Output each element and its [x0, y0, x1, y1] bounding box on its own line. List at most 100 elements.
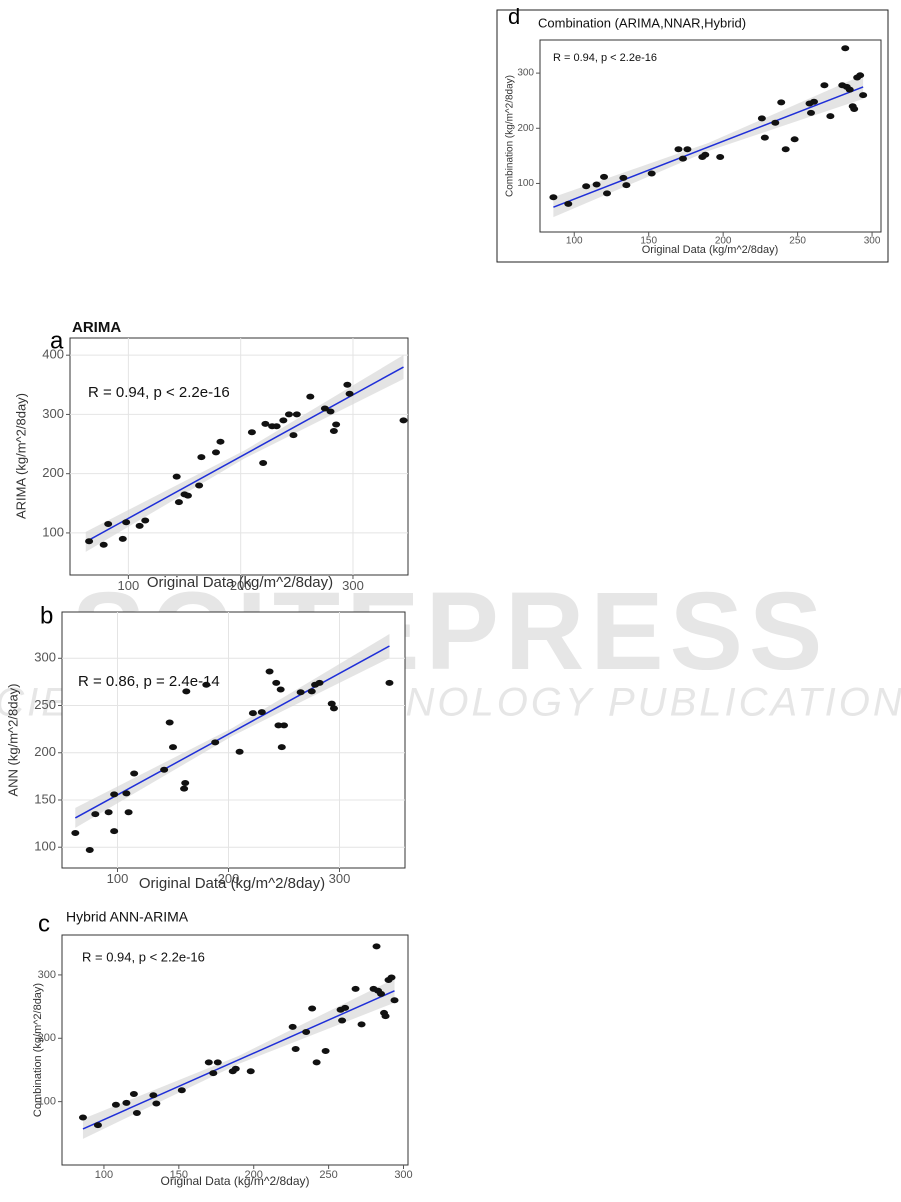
x-tick-label: 200: [218, 871, 240, 886]
confidence-band: [82, 978, 395, 1139]
x-tick-label: 100: [107, 871, 129, 886]
point: [124, 809, 133, 816]
x-tick-label: 300: [329, 871, 351, 886]
point: [320, 405, 329, 412]
point: [93, 1122, 102, 1129]
point: [338, 1017, 347, 1024]
x-tick-label: 100: [118, 578, 140, 593]
x-tick-label: 100: [566, 236, 583, 247]
point: [272, 679, 281, 686]
point: [211, 449, 220, 456]
point: [307, 688, 316, 695]
y-tick-label: 200: [42, 465, 64, 480]
plot-area: [61, 611, 406, 869]
point: [288, 1023, 297, 1030]
point: [647, 170, 656, 177]
point: [111, 1101, 120, 1108]
annotation: R = 0.94, p < 2.2e-16: [88, 384, 230, 401]
point: [845, 86, 854, 93]
y-tick-label: 250: [34, 697, 56, 712]
y-tick-label: 300: [38, 969, 56, 981]
x-tick-label: 100: [95, 1169, 113, 1181]
y-tick-label: 300: [34, 650, 56, 665]
x-tick-label: 200: [230, 578, 252, 593]
point: [289, 432, 298, 439]
point: [180, 785, 189, 792]
panel-label: a: [50, 327, 64, 354]
y-tick-label: 100: [42, 524, 64, 539]
point: [332, 421, 341, 428]
plot-area: [539, 39, 882, 233]
point: [381, 1013, 390, 1020]
point: [235, 748, 244, 755]
trend-line: [74, 645, 390, 819]
point: [716, 153, 725, 160]
point: [284, 411, 293, 418]
x-axis-label: Original Data (kg/m^2/8day): [139, 875, 325, 892]
point: [265, 668, 274, 675]
point: [99, 541, 108, 548]
y-tick-label: 100: [38, 1096, 56, 1108]
point: [357, 1021, 366, 1028]
point: [826, 113, 835, 120]
point: [181, 779, 190, 786]
point: [564, 200, 573, 207]
point: [385, 679, 394, 686]
point: [760, 134, 769, 141]
panel-label: c: [38, 910, 50, 937]
point: [104, 809, 113, 816]
point: [674, 146, 683, 153]
x-tick-label: 300: [394, 1169, 412, 1181]
point: [160, 766, 169, 773]
y-tick-label: 400: [42, 347, 64, 362]
point: [202, 681, 211, 688]
point: [122, 1099, 131, 1106]
point: [110, 828, 119, 835]
x-axis-label: Original Data (kg/m^2/8day): [147, 574, 333, 591]
chart-title: ARIMA: [72, 319, 121, 336]
point: [377, 990, 386, 997]
point: [279, 417, 288, 424]
point: [149, 1092, 158, 1099]
point: [856, 72, 865, 79]
point: [771, 119, 780, 126]
x-tick-label: 250: [789, 236, 806, 247]
point: [174, 499, 183, 506]
point: [790, 136, 799, 143]
point: [678, 155, 687, 162]
point: [351, 985, 360, 992]
y-axis-label: Combination (kg/m^2/8day): [32, 983, 44, 1117]
figure-frame: [496, 9, 889, 263]
point: [600, 173, 609, 180]
point: [122, 790, 131, 797]
point: [91, 811, 100, 818]
y-axis-label: Combination (kg/m^2/8day): [505, 75, 516, 197]
point: [291, 1046, 300, 1053]
point: [327, 700, 336, 707]
point: [130, 770, 139, 777]
point: [549, 194, 558, 201]
point: [619, 174, 628, 181]
point: [172, 473, 181, 480]
x-tick-label: 250: [319, 1169, 337, 1181]
point: [308, 1005, 317, 1012]
point: [183, 492, 192, 499]
point: [387, 974, 396, 981]
point: [841, 45, 850, 52]
point: [329, 428, 338, 435]
y-axis-label: ANN (kg/m^2/8day): [5, 683, 20, 796]
point: [247, 429, 256, 436]
point: [104, 521, 113, 528]
y-tick-label: 300: [517, 68, 534, 79]
point: [78, 1114, 87, 1121]
point: [246, 1068, 255, 1075]
point: [341, 1004, 350, 1011]
confidence-band: [85, 355, 404, 552]
point: [809, 98, 818, 105]
point: [85, 538, 94, 545]
point: [399, 417, 408, 424]
point: [582, 183, 591, 190]
point: [165, 719, 174, 726]
